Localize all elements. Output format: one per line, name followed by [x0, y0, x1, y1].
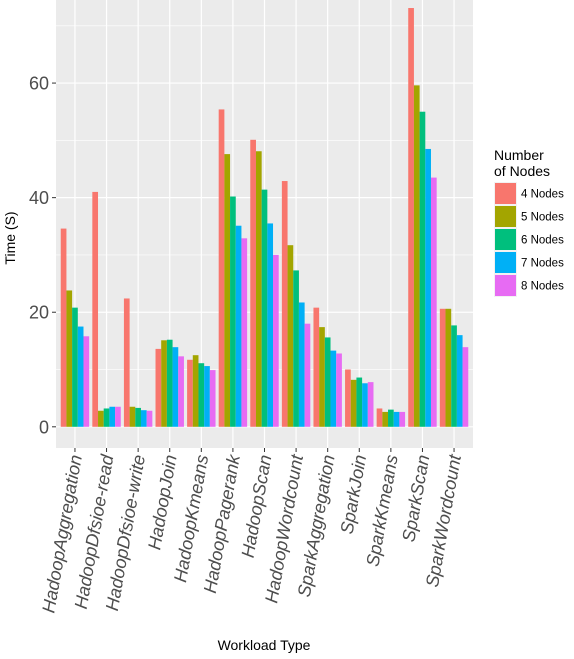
bar: SparkAggregation · 6 Nodes: 15.6 [324, 337, 331, 427]
bar: HadoopAggregation · 4 Nodes: 34.6 [60, 228, 67, 427]
bar: HadoopWordcount · 5 Nodes: 31.7 [287, 245, 294, 427]
x-axis: HadoopAggregationHadoopDfsioe-readHadoop… [38, 448, 465, 614]
legend-keys: 4 Nodes 5 Nodes 6 Nodes 7 Nodes 8 Nodes [494, 182, 564, 297]
bar: HadoopAggregation · 7 Nodes: 17.5 [77, 326, 84, 427]
bar: SparkKmeans · 7 Nodes: 2.6 [393, 411, 400, 427]
legend-label: 8 Nodes [521, 281, 564, 293]
bars: HadoopAggregation · 4 Nodes: 34.6 HadoopD… [60, 8, 469, 427]
x-tick-label: SparkKmeans [362, 453, 401, 568]
x-tick-label: HadoopScan [238, 453, 276, 559]
legend-swatch [495, 183, 516, 204]
bar: SparkKmeans · 5 Nodes: 2.6 [382, 411, 389, 427]
bar: HadoopDfsioe-write · 8 Nodes: 2.8 [146, 410, 153, 427]
y-axis-title: Time (S) [2, 211, 18, 264]
bar: HadoopScan · 7 Nodes: 35.5 [267, 223, 274, 427]
bar: SparkKmeans · 8 Nodes: 2.6 [399, 411, 406, 427]
bar: SparkAggregation · 7 Nodes: 13.3 [330, 350, 337, 427]
bar: HadoopWordcount · 4 Nodes: 42.9 [281, 181, 288, 427]
y-tick-label: 40 [29, 188, 49, 208]
bar: HadoopKmeans · 6 Nodes: 11.1 [198, 363, 205, 427]
bar: HadoopDfsioe-write · 6 Nodes: 3.3 [135, 407, 141, 427]
y-tick-label: 60 [29, 74, 49, 94]
y-tick-label: 0 [39, 417, 49, 437]
bar: HadoopKmeans · 8 Nodes: 9.9 [209, 370, 216, 427]
bar: SparkWordcount · 5 Nodes: 20.6 [445, 308, 452, 427]
y-tick-label: 20 [29, 303, 49, 323]
bar: HadoopDfsioe-read · 7 Nodes: 3.5 [109, 406, 116, 427]
bar: HadoopDfsioe-read · 4 Nodes: 41 [92, 191, 99, 427]
bar: SparkWordcount · 8 Nodes: 13.9 [462, 347, 469, 427]
bar: HadoopAggregation · 8 Nodes: 15.8 [83, 336, 90, 427]
legend-swatch [495, 275, 516, 296]
bar: SparkKmeans · 4 Nodes: 3.2 [376, 408, 383, 427]
legend-label: 4 Nodes [521, 189, 564, 201]
legend-swatch [495, 252, 516, 273]
bar: SparkWordcount · 7 Nodes: 16 [456, 335, 463, 427]
bar: HadoopScan · 5 Nodes: 48.1 [255, 151, 262, 427]
bar: HadoopPagerank · 8 Nodes: 32.9 [241, 238, 248, 427]
bar: HadoopKmeans · 5 Nodes: 12.5 [192, 355, 199, 427]
bar: SparkScan · 7 Nodes: 48.5 [425, 148, 431, 427]
bar: HadoopDfsioe-write · 4 Nodes: 22.4 [123, 298, 130, 427]
bar: SparkKmeans · 6 Nodes: 3 [388, 409, 394, 427]
bar: HadoopJoin · 5 Nodes: 15.1 [161, 340, 167, 427]
bar: HadoopPagerank · 4 Nodes: 55.4 [218, 109, 225, 427]
bar: HadoopWordcount · 8 Nodes: 18 [304, 323, 311, 427]
bar: HadoopWordcount · 7 Nodes: 21.7 [298, 302, 305, 427]
legend-swatch [495, 206, 516, 227]
bar: SparkAggregation · 8 Nodes: 12.8 [336, 353, 342, 427]
bar: SparkAggregation · 5 Nodes: 17.4 [319, 327, 325, 427]
legend-label: 5 Nodes [521, 212, 564, 224]
bar: HadoopJoin · 6 Nodes: 15.2 [166, 339, 173, 427]
bar: HadoopJoin · 8 Nodes: 12.3 [178, 356, 184, 427]
bar: HadoopScan · 6 Nodes: 41.4 [261, 189, 268, 427]
bar: SparkJoin · 7 Nodes: 7.6 [362, 383, 368, 427]
bar: HadoopJoin · 7 Nodes: 13.9 [172, 347, 179, 427]
bar: SparkWordcount · 4 Nodes: 20.6 [439, 308, 446, 427]
x-axis-title: Workload Type [218, 637, 311, 653]
legend-swatch [495, 229, 516, 250]
legend-label: 7 Nodes [521, 258, 564, 270]
bar: SparkJoin · 8 Nodes: 7.8 [367, 382, 374, 427]
bar: SparkJoin · 4 Nodes: 10 [345, 369, 351, 427]
y-axis: 0 20 40 60 [29, 74, 56, 437]
bar: SparkWordcount · 6 Nodes: 17.7 [451, 325, 457, 427]
bar: HadoopDfsioe-write · 5 Nodes: 3.5 [129, 406, 136, 427]
bar: HadoopDfsioe-read · 8 Nodes: 3.5 [115, 406, 121, 427]
bar: SparkScan · 8 Nodes: 43.5 [430, 177, 437, 427]
x-tick-label: SparkJoin [337, 453, 371, 535]
bar: HadoopWordcount · 6 Nodes: 27.3 [293, 270, 299, 427]
x-tick-label: SparkScan [398, 453, 433, 543]
bar: SparkScan · 4 Nodes: 73.1 [408, 8, 414, 427]
bar: HadoopPagerank · 5 Nodes: 47.6 [224, 154, 231, 427]
bar: SparkScan · 6 Nodes: 55 [419, 111, 426, 427]
bar: HadoopScan · 8 Nodes: 30 [273, 254, 279, 427]
bar: HadoopScan · 4 Nodes: 50.1 [250, 139, 256, 427]
bar: SparkJoin · 5 Nodes: 8.2 [350, 379, 357, 427]
bar: HadoopAggregation · 6 Nodes: 20.8 [72, 307, 78, 427]
bar: HadoopJoin · 4 Nodes: 13.6 [155, 348, 162, 427]
bar: HadoopAggregation · 5 Nodes: 23.8 [66, 290, 73, 427]
bar: HadoopDfsioe-read · 6 Nodes: 3.2 [103, 408, 110, 427]
bar: HadoopKmeans · 4 Nodes: 11.7 [187, 359, 193, 427]
bar: SparkAggregation · 4 Nodes: 20.8 [313, 307, 320, 427]
legend-title: Number of Nodes [494, 147, 550, 179]
legend: Number of Nodes 4 Nodes 5 Nodes 6 Nodes 7 No… [494, 147, 564, 297]
bar: HadoopKmeans · 7 Nodes: 10.6 [204, 366, 210, 427]
bar: HadoopPagerank · 6 Nodes: 40.2 [230, 196, 236, 427]
x-tick-label: HadoopJoin [144, 453, 180, 551]
bar: SparkJoin · 6 Nodes: 8.6 [356, 377, 363, 427]
bar: SparkScan · 5 Nodes: 59.6 [413, 85, 420, 427]
legend-label: 6 Nodes [521, 235, 564, 247]
bar: HadoopDfsioe-read · 5 Nodes: 2.8 [98, 410, 104, 427]
bar: HadoopPagerank · 7 Nodes: 35.1 [235, 225, 242, 427]
bar: HadoopDfsioe-write · 7 Nodes: 2.9 [140, 410, 147, 427]
